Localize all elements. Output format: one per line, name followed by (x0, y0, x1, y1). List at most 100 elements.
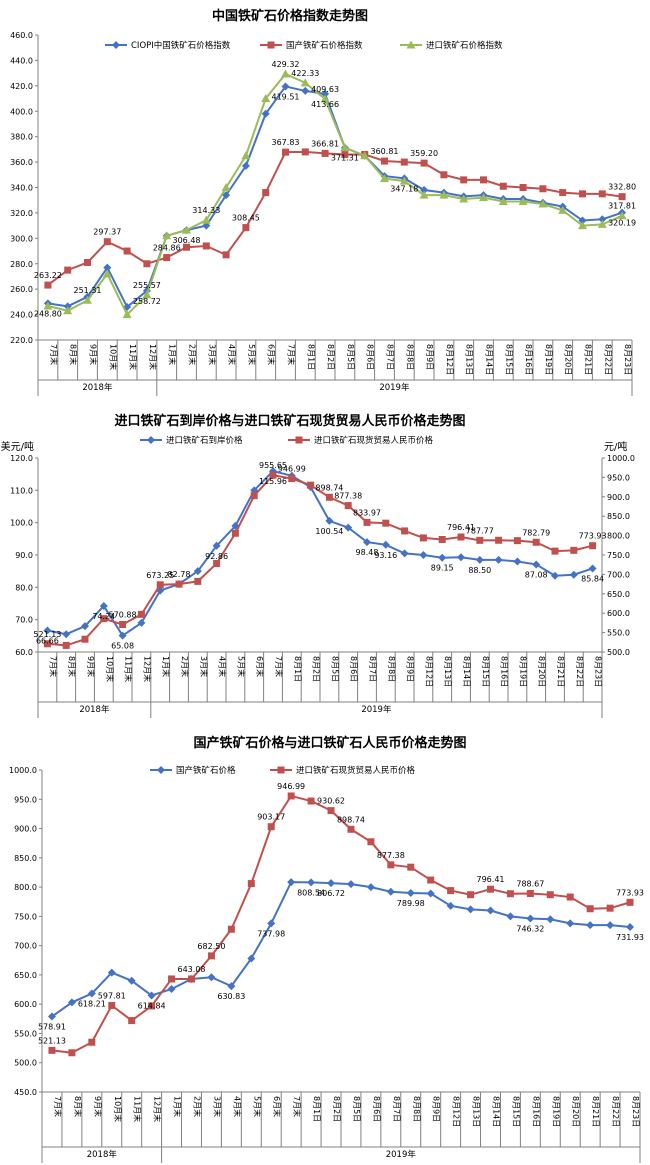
y-tick-label-right: 700.0 (607, 570, 630, 579)
data-point (626, 922, 635, 931)
data-point (438, 553, 447, 562)
x-year-label: 2018年 (87, 1149, 118, 1160)
data-point (241, 151, 251, 160)
data-point (307, 797, 315, 805)
y-tick-label: 320.0 (10, 209, 33, 218)
y-tick-label: 340.0 (10, 184, 33, 193)
data-point (287, 878, 296, 887)
data-point (48, 1046, 56, 1054)
data-point (380, 174, 389, 183)
y-tick-label: 440.0 (10, 56, 33, 65)
y-tick-label: 600.0 (14, 1000, 37, 1009)
data-point (163, 254, 171, 262)
data-point (400, 158, 408, 166)
data-label: 877.38 (377, 851, 405, 860)
x-tick-label: 8月末 (73, 1096, 83, 1117)
y-tick-label: 110.0 (10, 486, 33, 495)
legend-marker (147, 436, 155, 444)
data-point (578, 216, 587, 225)
y-tick-label: 220.0 (10, 336, 33, 345)
data-point (83, 295, 92, 304)
x-tick-label: 8月15日 (511, 1096, 520, 1127)
data-point (241, 161, 250, 170)
x-tick-label: 2月末 (188, 344, 198, 365)
x-tick-label: 8月7日 (368, 656, 377, 682)
x-tick-label: 8月14日 (462, 656, 471, 687)
x-tick-label: 8月20日 (571, 1096, 580, 1127)
x-tick-label: 7月末 (49, 344, 59, 365)
data-point (439, 190, 449, 199)
x-tick-label: 8月2日 (326, 344, 335, 370)
data-label: 731.93 (616, 933, 644, 942)
x-tick-label: 1月末 (161, 656, 171, 677)
data-label: 955.65 (259, 461, 287, 470)
data-point (321, 149, 329, 157)
data-point (62, 630, 71, 639)
x-tick-label: 8月21日 (584, 344, 593, 375)
data-point (367, 838, 375, 846)
data-label: 308.45 (232, 214, 260, 223)
data-point (401, 527, 409, 535)
data-label: 284.86 (153, 244, 181, 253)
data-label: 429.32 (272, 60, 300, 69)
data-point (307, 481, 315, 489)
x-tick-label: 8月1日 (293, 656, 302, 682)
y-tick-label: 420.0 (10, 82, 33, 91)
y-tick-label-right: 950.0 (607, 473, 630, 482)
x-tick-label: 10月末 (105, 656, 115, 682)
data-point (427, 876, 435, 884)
data-point (586, 905, 594, 913)
y-tick-label: 750.0 (14, 912, 37, 921)
x-tick-label: 8月9日 (432, 1096, 441, 1122)
data-point (227, 925, 235, 933)
data-label: 946.99 (277, 782, 305, 791)
x-tick-label: 8月6日 (372, 1096, 381, 1122)
data-point (579, 190, 586, 198)
data-point (44, 281, 52, 289)
data-point (67, 998, 76, 1007)
data-point (202, 242, 210, 250)
y-tick-label: 400.0 (10, 107, 33, 116)
legend-label: 进口铁矿石现货贸易人民币价格 (296, 765, 416, 776)
data-label: 614.84 (138, 1001, 166, 1010)
data-label: 808.54 (297, 888, 325, 897)
y-tick-label: 360.0 (10, 158, 33, 167)
x-tick-label: 10月末 (108, 344, 118, 370)
data-label: 366.81 (311, 139, 339, 148)
data-point (618, 193, 626, 201)
data-point (193, 567, 202, 576)
data-point (347, 825, 355, 833)
data-point (546, 891, 554, 899)
data-point (426, 889, 435, 898)
data-point (578, 221, 587, 230)
x-tick-label: 7月末 (287, 344, 297, 365)
data-label: 806.72 (317, 889, 345, 898)
chart-title: 中国铁矿石价格指数走势图 (212, 8, 368, 24)
y-tick-label: 280.0 (10, 260, 33, 269)
data-label: 314.33 (192, 206, 220, 215)
data-label: 409.63 (311, 85, 339, 94)
x-tick-label: 8月22日 (575, 656, 584, 687)
y-tick-label: 70.0 (15, 616, 33, 625)
legend-label: CIOPI中国铁矿石价格指数 (131, 40, 231, 51)
x-tick-label: 8月14日 (492, 1096, 501, 1127)
data-point (119, 620, 127, 628)
y-tick-label: 60.0 (15, 648, 33, 657)
data-label: 98.48 (356, 548, 379, 557)
y-tick-label: 650.0 (14, 971, 37, 980)
data-point (127, 976, 136, 985)
chart-iron-ore-index: 中国铁矿石价格指数走势图 CIOPI中国铁矿石价格指数 国产铁矿石价格指数 进口铁矿石… (10, 8, 636, 396)
data-point (267, 823, 275, 831)
data-point (407, 863, 415, 871)
x-tick-label: 8月9日 (406, 656, 415, 682)
x-tick-label: 12月末 (153, 1096, 163, 1122)
x-tick-label: 8月21日 (591, 1096, 600, 1127)
data-label: 320.19 (608, 219, 636, 228)
data-point (231, 529, 239, 537)
data-label: 82.78 (168, 570, 191, 579)
data-point (148, 1002, 156, 1010)
data-point (446, 901, 455, 910)
data-point (487, 885, 494, 893)
data-point (586, 921, 595, 930)
